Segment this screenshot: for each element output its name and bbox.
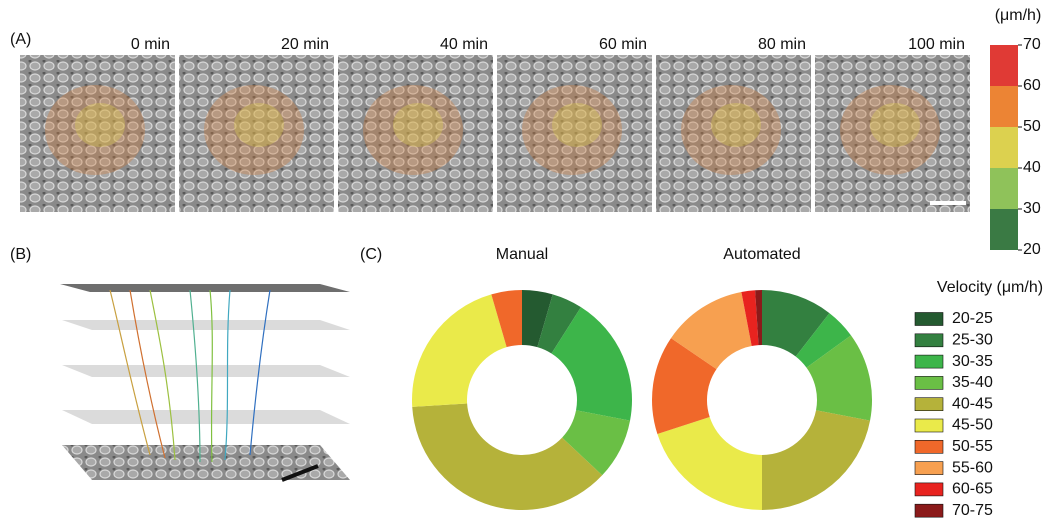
cell-cluster xyxy=(363,85,463,175)
colorbar-band xyxy=(990,86,1018,127)
microscopy-frame xyxy=(656,55,811,212)
cell-cluster xyxy=(45,85,145,175)
colorbar-band xyxy=(990,168,1018,209)
cell-cluster xyxy=(870,103,920,147)
donut-segment xyxy=(762,290,830,357)
panel-label: (B) xyxy=(10,246,31,263)
chart-title: Automated xyxy=(723,246,800,263)
colorbar-band xyxy=(990,209,1018,250)
legend-swatch xyxy=(914,461,944,475)
cell-cluster xyxy=(711,103,761,147)
microscopy-frame xyxy=(815,55,970,212)
time-label: 60 min xyxy=(599,36,647,53)
colorbar-tick-label: 40 xyxy=(1023,159,1041,176)
microscopy-frame xyxy=(338,55,493,212)
legend-swatch xyxy=(914,503,944,518)
donut-segment xyxy=(551,307,632,421)
legend-swatch xyxy=(914,376,944,390)
legend-label: 30-35 xyxy=(952,353,993,370)
donut-segment xyxy=(806,335,872,421)
donut-segment xyxy=(412,403,603,510)
cell-cluster xyxy=(840,85,940,175)
donut-segment xyxy=(755,290,762,346)
time-label: 0 min xyxy=(131,36,170,53)
legend-label: 45-50 xyxy=(952,417,993,434)
colorbar-band xyxy=(990,45,1018,86)
donut-segment xyxy=(657,416,762,510)
cell-cluster xyxy=(204,85,304,175)
chart-title: Manual xyxy=(496,246,548,263)
microscopy-frame xyxy=(179,55,334,212)
microscopy-frame xyxy=(20,55,175,212)
time-label: 80 min xyxy=(758,36,806,53)
colorbar-tick-label: 70 xyxy=(1023,36,1041,53)
donut-segment xyxy=(491,290,522,348)
donut-segment xyxy=(562,410,631,476)
legend-label: 60-65 xyxy=(952,481,993,498)
donut-segment xyxy=(651,338,717,434)
donut-segment xyxy=(537,294,581,354)
panel-label: (C) xyxy=(360,246,382,263)
donut-segment xyxy=(795,313,851,368)
donut-segment xyxy=(671,291,752,370)
cell-cluster xyxy=(552,103,602,147)
legend-label: 40-45 xyxy=(952,395,993,412)
legend-label: 55-60 xyxy=(952,459,993,476)
cell-cluster xyxy=(75,103,125,147)
cell-cluster xyxy=(234,103,284,147)
legend-swatch xyxy=(914,482,944,497)
cell-cluster xyxy=(522,85,622,175)
colorbar-unit: (μm/h) xyxy=(995,7,1042,24)
legend-title: Velocity (μm/h) xyxy=(937,279,1043,296)
panel-label: (A) xyxy=(10,31,31,48)
legend-swatch xyxy=(914,354,944,369)
legend-label: 25-30 xyxy=(952,332,993,349)
time-label: 100 min xyxy=(908,36,965,53)
legend-label: 70-75 xyxy=(952,502,993,519)
time-label: 40 min xyxy=(440,36,488,53)
legend-swatch xyxy=(914,333,944,348)
legend-label: 50-55 xyxy=(952,438,993,455)
legend-swatch xyxy=(914,397,944,412)
colorbar-tick-label: 20 xyxy=(1023,241,1041,258)
legend-swatch xyxy=(914,418,944,433)
cell-cluster xyxy=(393,103,443,147)
legend-swatch xyxy=(914,312,944,326)
colorbar-tick-label: 30 xyxy=(1023,200,1041,217)
legend-swatch xyxy=(914,439,944,454)
legend-label: 35-40 xyxy=(952,374,993,391)
donut-segment xyxy=(741,290,759,346)
donut-segment xyxy=(412,294,507,407)
colorbar-tick-label: 50 xyxy=(1023,118,1041,135)
donut-segment xyxy=(762,410,871,510)
panel-b-stack xyxy=(60,284,350,482)
colorbar-band xyxy=(990,127,1018,168)
time-lapse xyxy=(20,55,970,212)
cell-cluster xyxy=(681,85,781,175)
microscopy-frame xyxy=(497,55,652,212)
time-label: 20 min xyxy=(281,36,329,53)
donut-segment xyxy=(522,290,553,348)
legend-label: 20-25 xyxy=(952,310,993,327)
colorbar-tick-label: 60 xyxy=(1023,77,1041,94)
